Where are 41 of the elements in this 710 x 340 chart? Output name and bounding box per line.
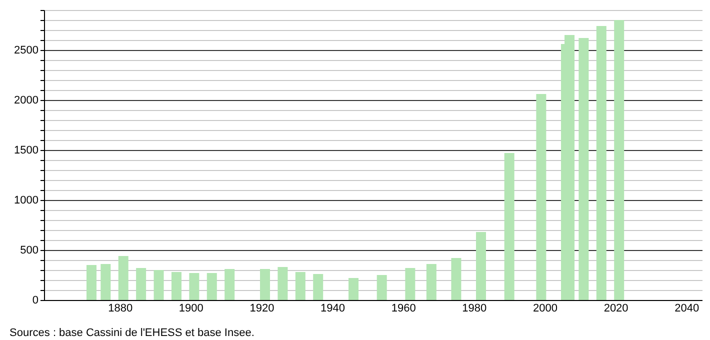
x-tick-label: 1960 xyxy=(391,302,416,314)
y-tick-label: 0 xyxy=(32,294,38,306)
bar xyxy=(278,267,288,300)
bar xyxy=(313,274,324,300)
bar xyxy=(376,275,387,300)
bar xyxy=(504,153,514,300)
bar xyxy=(405,268,416,300)
y-tick-label: 1500 xyxy=(14,144,38,156)
x-tick-label: 2040 xyxy=(674,302,700,314)
bar xyxy=(295,272,306,300)
bar xyxy=(171,272,182,300)
bar xyxy=(118,256,128,300)
bar xyxy=(224,269,235,300)
y-tick-label: 1000 xyxy=(14,194,38,206)
bar xyxy=(348,278,359,300)
bar xyxy=(260,269,270,300)
bar xyxy=(451,258,462,300)
bar xyxy=(206,273,217,300)
y-tick-label: 2500 xyxy=(14,44,38,56)
bar xyxy=(536,94,546,300)
x-tick-label: 1980 xyxy=(462,302,487,314)
x-tick-label: 1940 xyxy=(320,302,346,314)
y-tick-label: 500 xyxy=(20,244,38,256)
source-note: Sources : base Cassini de l'EHESS et base Insee. xyxy=(10,327,254,339)
bar xyxy=(86,265,96,300)
x-tick-label: 1880 xyxy=(108,302,133,314)
bar xyxy=(426,264,436,300)
bar xyxy=(136,268,146,300)
bar xyxy=(578,38,589,300)
bar xyxy=(100,264,111,300)
x-tick-label: 2000 xyxy=(532,302,558,314)
bar xyxy=(476,232,486,300)
x-tick-label: 1920 xyxy=(250,302,274,314)
x-tick-label: 1900 xyxy=(178,302,204,314)
y-tick-label: 2000 xyxy=(14,94,38,106)
bar xyxy=(189,273,200,300)
bar xyxy=(154,270,164,300)
bar xyxy=(596,26,606,300)
bar xyxy=(614,20,624,300)
bar xyxy=(564,35,575,300)
x-tick-label: 2020 xyxy=(604,302,628,314)
